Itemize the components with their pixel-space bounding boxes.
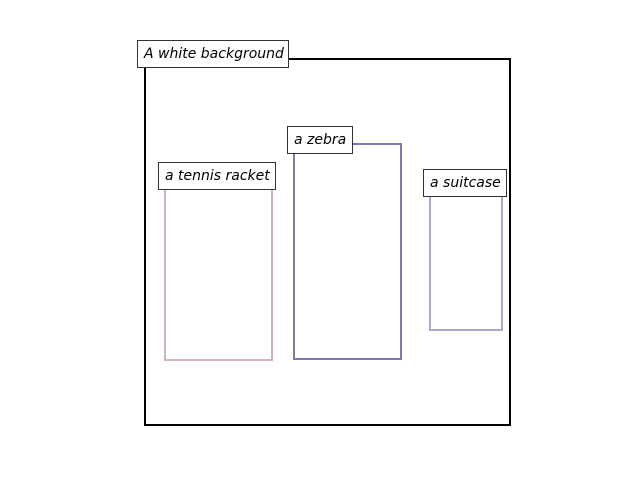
suitcase-box — [429, 183, 503, 331]
background-label: A white background — [137, 40, 289, 68]
zebra-label: a zebra — [287, 126, 353, 154]
tennis-racket-box — [164, 176, 273, 361]
background-box — [144, 58, 511, 426]
tennis-racket-label: a tennis racket — [158, 162, 276, 190]
suitcase-label: a suitcase — [423, 169, 507, 197]
zebra-box — [293, 143, 402, 360]
